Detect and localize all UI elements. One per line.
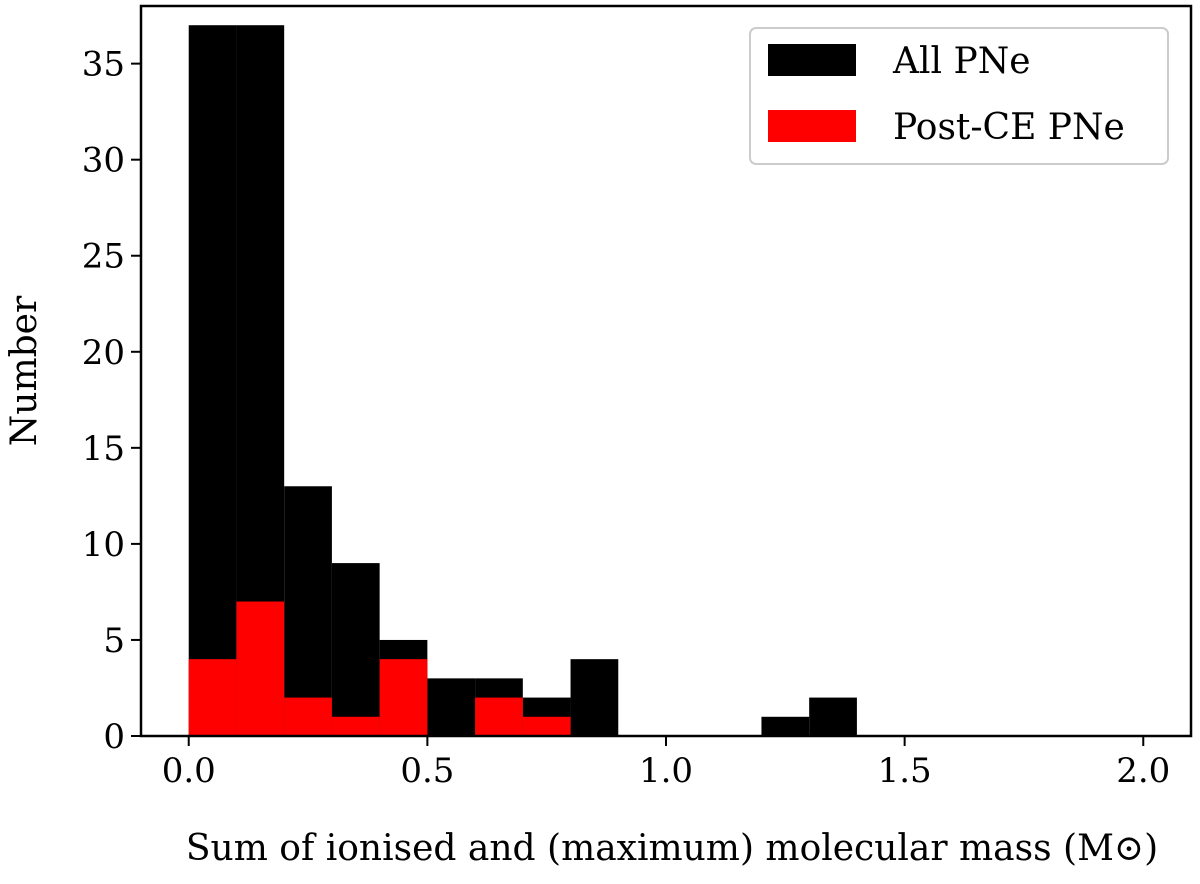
all-pne-bar [427,678,476,736]
post-ce-pne-bar [522,716,571,736]
y-tick-label: 5 [103,621,125,661]
x-tick-label: 2.0 [1116,751,1170,791]
y-axis-ticks: 0 5 10 15 20 25 30 35 [82,45,141,757]
y-tick-label: 20 [82,333,125,373]
post-ce-pne-bar [188,659,237,736]
x-tick-label: 0.5 [400,751,454,791]
y-axis-label: Number [4,295,45,446]
post-ce-pne-bar [331,716,380,736]
legend-label-post-ce-pne: Post-CE PNe [893,107,1125,148]
all-pne-bar [809,697,857,736]
y-tick-label: 10 [82,525,125,565]
post-ce-pne-bar [284,697,332,736]
legend-swatch-all-pne [768,44,856,76]
post-ce-pne-bar [236,601,285,736]
y-tick-label: 35 [82,45,125,85]
all-pne-bar [331,563,380,736]
all-pne-bar [284,486,332,736]
all-pne-bar [570,659,619,736]
y-tick-label: 30 [82,141,125,181]
x-axis-label: Sum of ionised and (maximum) molecular m… [186,828,1158,869]
post-ce-pne-bar [379,659,428,736]
post-ce-pne-bar [475,697,523,736]
x-tick-label: 1.5 [878,751,932,791]
y-tick-label: 0 [103,717,125,757]
post-ce-pne-bars [188,601,571,736]
x-tick-label: 1.0 [639,751,693,791]
all-pne-bar [761,716,810,736]
y-tick-label: 15 [82,429,125,469]
y-tick-label: 25 [82,237,125,277]
x-axis-ticks: 0.0 0.5 1.0 1.5 2.0 [162,736,1170,791]
x-tick-label: 0.0 [162,751,216,791]
legend-label-all-pne: All PNe [892,41,1031,82]
legend: All PNe Post-CE PNe [749,27,1169,165]
legend-swatch-post-ce-pne [768,110,856,142]
all-pne-bar [188,25,237,737]
